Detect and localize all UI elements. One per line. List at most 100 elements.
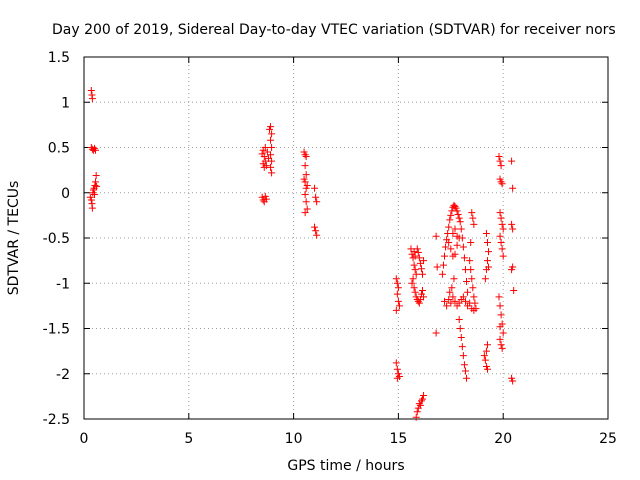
data-point — [445, 296, 453, 304]
data-point — [301, 191, 309, 199]
data-point — [468, 209, 476, 217]
y-tick-label: -2.5 — [43, 412, 70, 428]
data-point — [262, 195, 270, 203]
data-point — [419, 286, 427, 294]
data-point — [445, 239, 453, 247]
data-point — [413, 245, 421, 253]
data-point — [449, 229, 457, 237]
data-point — [460, 361, 468, 369]
data-point — [410, 261, 418, 269]
data-point — [90, 144, 98, 152]
data-point — [302, 171, 310, 179]
data-point — [447, 211, 455, 219]
data-point — [413, 408, 421, 416]
data-point — [472, 305, 480, 313]
data-point — [420, 391, 428, 399]
data-point — [267, 123, 275, 131]
data-point — [408, 279, 416, 287]
data-point — [433, 263, 441, 271]
data-point — [416, 401, 424, 409]
data-point — [395, 302, 403, 310]
data-point — [499, 329, 507, 337]
data-point — [508, 157, 516, 165]
x-axis-label: GPS time / hours — [287, 458, 404, 474]
data-point — [448, 284, 456, 292]
data-points — [86, 86, 518, 421]
y-tick-label: 1.5 — [48, 50, 70, 66]
data-point — [268, 144, 276, 151]
data-point — [496, 335, 504, 343]
data-point — [303, 205, 311, 213]
data-point — [415, 299, 423, 307]
y-axis-label: SDTVAR / TECUs — [6, 181, 22, 296]
data-point — [91, 182, 99, 190]
data-point — [392, 275, 400, 283]
data-point — [498, 344, 506, 352]
data-point — [498, 245, 506, 253]
data-point — [438, 270, 446, 278]
x-tick-label: 15 — [389, 431, 407, 447]
data-point — [441, 297, 449, 305]
data-point — [480, 352, 488, 360]
data-point — [497, 162, 505, 170]
data-point — [259, 160, 267, 168]
data-point — [311, 184, 319, 192]
data-point — [312, 227, 320, 235]
data-point — [496, 302, 504, 310]
data-point — [482, 229, 490, 237]
data-point — [409, 275, 417, 283]
data-point — [481, 275, 489, 283]
data-point — [455, 214, 463, 222]
y-tick-label: 0.5 — [48, 141, 70, 157]
data-point — [463, 277, 471, 285]
data-point — [411, 266, 419, 274]
data-point — [461, 367, 469, 375]
data-point — [393, 290, 401, 298]
data-point — [89, 186, 97, 194]
data-point — [268, 169, 276, 177]
tick-labels: 0 5 10 15 20 25 -2.5 -2 -1.5 -1 -0.5 0 0.5 1 1.5 — [43, 50, 617, 447]
data-point — [267, 163, 275, 171]
y-tick-label: -2 — [56, 367, 70, 383]
data-point — [447, 299, 455, 307]
data-point — [454, 210, 462, 218]
x-tick-label: 10 — [285, 431, 303, 447]
data-point — [267, 136, 275, 144]
data-point — [92, 146, 100, 154]
data-point — [417, 397, 425, 405]
data-point — [459, 243, 467, 251]
data-point — [453, 232, 461, 240]
data-point — [466, 257, 474, 265]
data-point — [301, 151, 309, 159]
data-point — [87, 196, 95, 204]
data-point — [497, 341, 505, 349]
data-point — [451, 250, 459, 258]
data-point — [499, 252, 507, 260]
data-point — [259, 196, 267, 204]
data-point — [260, 163, 268, 171]
data-point — [393, 279, 401, 287]
data-point — [412, 270, 420, 278]
data-point — [469, 284, 477, 292]
data-point — [313, 231, 321, 239]
data-point — [461, 297, 469, 305]
data-point — [302, 198, 310, 206]
data-point — [467, 239, 475, 247]
data-point — [393, 374, 401, 382]
data-point — [459, 293, 467, 301]
data-point — [443, 302, 451, 310]
data-point — [485, 248, 493, 256]
data-point — [510, 286, 518, 294]
data-point — [451, 202, 459, 210]
data-point — [87, 86, 95, 94]
data-point — [302, 153, 310, 161]
data-point — [419, 395, 427, 403]
data-point — [497, 178, 505, 186]
data-point — [497, 239, 505, 247]
data-point — [92, 178, 100, 186]
data-point — [498, 180, 506, 188]
plot-frame — [83, 56, 609, 420]
data-point — [483, 341, 491, 349]
data-point — [455, 315, 463, 323]
data-point — [481, 356, 489, 364]
